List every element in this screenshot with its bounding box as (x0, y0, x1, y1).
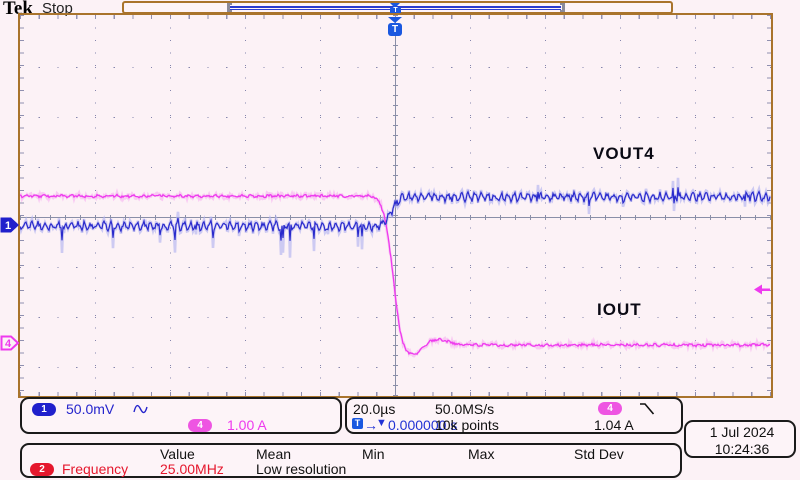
ch1-coupling-icon (133, 404, 148, 414)
horizontal-trigger-box: 20.0µs 50.0MS/s 4 T → ▼ 0.000000 s 10k p… (345, 397, 683, 434)
measure-name: Frequency (62, 461, 129, 477)
trigger-slope-falling-icon (640, 403, 655, 415)
time: 10:24:36 (714, 441, 770, 457)
pretrig-arrow-icon: → (364, 417, 378, 433)
ch1-scale: 50.0mV (66, 401, 115, 417)
grid-line (20, 167, 771, 168)
trigger-position: 0.000000 s (388, 417, 458, 433)
vertical-readout-box: 1 50.0mV 4 1.00 A (20, 397, 342, 434)
grid-line (320, 15, 321, 396)
grid-line (20, 117, 771, 118)
grid-line (170, 15, 171, 396)
measurement-box: Value Mean Min Max Std Dev 2 Frequency 2… (20, 443, 682, 478)
ch1-badge: 1 (32, 403, 56, 416)
timebase: 20.0µs (353, 401, 396, 417)
measure-mean: Low resolution (256, 461, 347, 477)
ch4-badge: 4 (188, 419, 212, 432)
grid-line (545, 15, 546, 396)
col-header-stddev: Std Dev (574, 446, 624, 462)
col-header-min: Min (362, 446, 385, 462)
grid-line (20, 15, 24, 396)
trigger-source-badge: 4 (598, 402, 622, 415)
grid-line (767, 15, 771, 396)
col-header-value: Value (160, 446, 195, 462)
record-length: 10k points (435, 417, 499, 433)
waveform-traces (20, 177, 771, 358)
svg-text:4: 4 (5, 338, 12, 350)
trigger-position-flag-icon: T (390, 7, 401, 15)
measure-value: 25.00MHz (160, 461, 224, 477)
date: 1 Jul 2024 (709, 424, 775, 440)
svg-text:1: 1 (5, 220, 11, 232)
grid-line (695, 15, 696, 396)
col-header-max: Max (468, 446, 495, 462)
window-bracket-left-icon (227, 3, 232, 12)
trigger-marker-arrow-icon (388, 17, 402, 23)
grid-line (470, 15, 471, 396)
datetime-box: 1 Jul 2024 10:24:36 (684, 420, 796, 458)
grid-line (245, 15, 246, 396)
graticule-frame: VOUT4 IOUT T (18, 13, 773, 398)
grid-line (20, 267, 771, 268)
ch4-scale: 1.00 A (227, 417, 267, 433)
col-header-mean: Mean (256, 446, 292, 462)
grid-line (20, 67, 771, 68)
graticule: VOUT4 IOUT T (20, 15, 771, 396)
acquisition-status: Stop (42, 0, 73, 17)
trigger-position-arrow-icon (390, 3, 400, 8)
trigger-marker-flag-icon: T (388, 23, 402, 36)
ch4-ground-marker: 4 (0, 335, 20, 351)
trace-label-iout: IOUT (597, 300, 642, 319)
grid-line (95, 15, 96, 396)
ch1-ground-marker: 1 (0, 217, 19, 233)
sample-rate: 50.0MS/s (435, 401, 495, 417)
measure-ch2-badge: 2 (30, 463, 54, 476)
window-bracket-right-icon (560, 3, 565, 12)
trace-label-vout4: VOUT4 (593, 144, 655, 163)
trigger-level-arrow-icon (753, 283, 771, 296)
grid-line (20, 367, 771, 368)
trig-pos-marker-icon: ▼ (376, 417, 387, 429)
trigger-level: 1.04 A (594, 417, 634, 433)
grid-line (20, 392, 771, 396)
grid-line (20, 317, 771, 318)
grid-line (620, 15, 621, 396)
trigger-t-icon: T (352, 418, 363, 429)
